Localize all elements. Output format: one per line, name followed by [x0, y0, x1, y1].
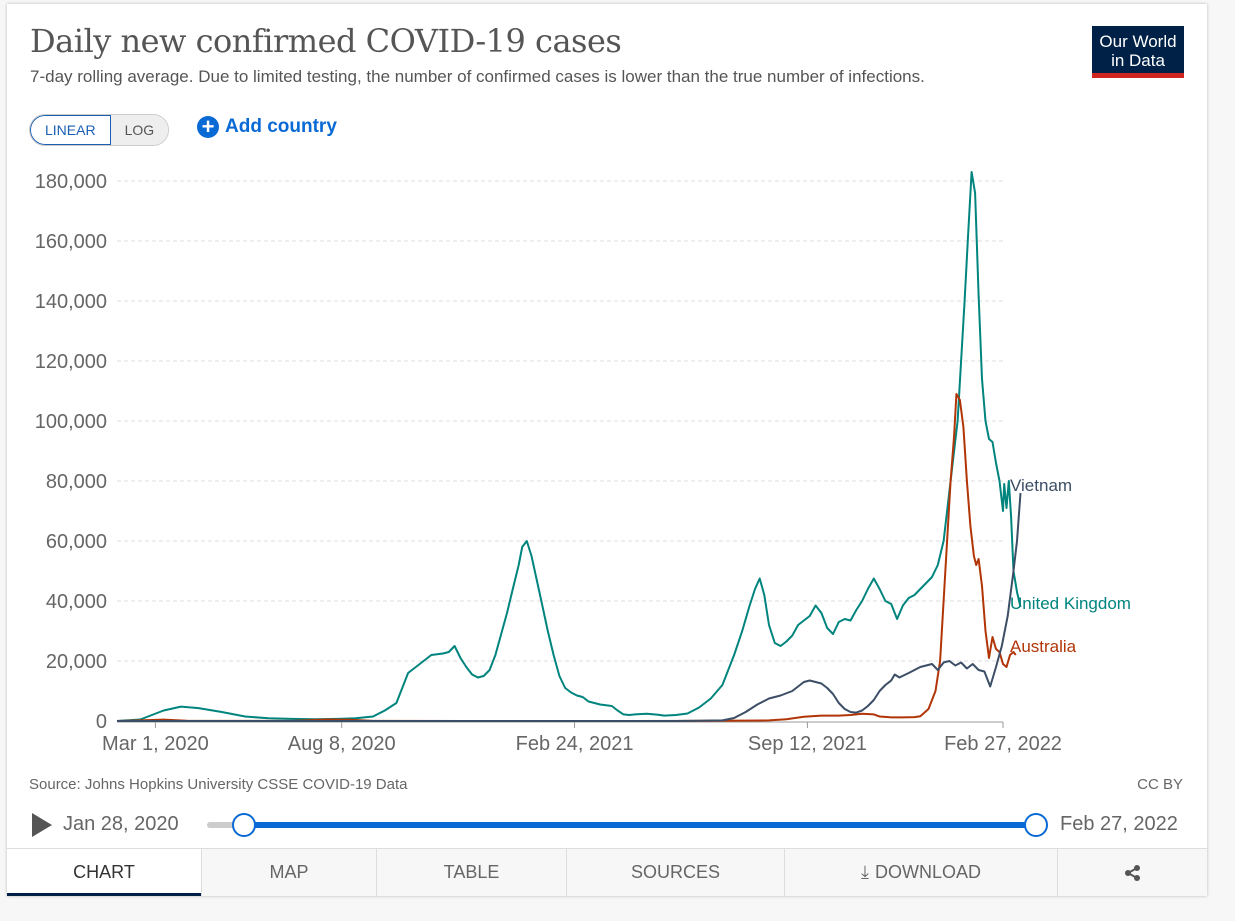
play-icon[interactable]	[32, 813, 52, 837]
tab-map[interactable]: MAP	[201, 849, 376, 896]
share-icon	[1124, 865, 1140, 882]
download-label: DOWNLOAD	[874, 862, 981, 882]
x-tick-label: Feb 24, 2021	[516, 733, 634, 755]
source-note[interactable]: Source: Johns Hopkins University CSSE CO…	[29, 776, 408, 793]
tab-table[interactable]: TABLE	[376, 849, 566, 896]
x-tick-label: Aug 8, 2020	[288, 733, 396, 755]
x-tick-label: Mar 1, 2020	[102, 733, 209, 755]
x-tick-label: Feb 27, 2022	[944, 733, 1062, 755]
timeline-range	[243, 822, 1036, 828]
license-link[interactable]: CC BY	[1137, 776, 1183, 793]
grid-lines	[117, 180, 1003, 662]
series-line-united-kingdom	[116, 171, 1022, 722]
x-tick-label: Sep 12, 2021	[748, 733, 867, 755]
y-tick-label: 140,000	[35, 291, 107, 313]
y-tick-label: 160,000	[35, 231, 107, 253]
download-icon: ⤓	[861, 862, 869, 882]
tab-share[interactable]	[1057, 849, 1207, 896]
logo-line-1: Our World	[1099, 32, 1177, 51]
plus-circle-icon: +	[197, 116, 219, 138]
tab-sources[interactable]: SOURCES	[566, 849, 784, 896]
y-tick-label: 40,000	[46, 591, 107, 613]
x-axis: Mar 1, 2020 Aug 8, 2020 Feb 24, 2021 Sep 12…	[102, 721, 1062, 755]
tab-bar: CHART MAP TABLE SOURCES ⤓ DOWNLOAD	[7, 848, 1207, 897]
series-label-united-kingdom: United Kingdom	[1010, 594, 1131, 613]
y-tick-label: 20,000	[46, 651, 107, 673]
timeline-start-handle[interactable]	[232, 813, 256, 837]
timeline: Jan 28, 2020 Feb 27, 2022	[7, 804, 1207, 844]
y-tick-label: 100,000	[35, 411, 107, 433]
chart-card: Daily new confirmed COVID-19 cases 7-day…	[7, 4, 1207, 896]
chart-title: Daily new confirmed COVID-19 cases	[30, 22, 622, 60]
tab-download[interactable]: ⤓ DOWNLOAD	[784, 849, 1057, 896]
timeline-end-label: Feb 27, 2022	[1060, 813, 1178, 835]
add-country-button[interactable]: + Add country	[197, 114, 337, 140]
linear-scale-button[interactable]: LINEAR	[30, 115, 111, 145]
log-scale-button[interactable]: LOG	[110, 115, 169, 145]
timeline-end-handle[interactable]	[1024, 813, 1048, 837]
tab-chart[interactable]: CHART	[7, 849, 201, 896]
series-labels: United Kingdom Australia Vietnam	[1010, 476, 1131, 656]
timeline-start-label: Jan 28, 2020	[63, 813, 179, 835]
y-tick-label: 80,000	[46, 471, 107, 493]
series-label-vietnam: Vietnam	[1010, 476, 1072, 495]
chart-subtitle: 7-day rolling average. Due to limited te…	[30, 67, 925, 86]
scale-toggle: LINEAR LOG	[29, 114, 170, 146]
owid-logo[interactable]: Our World in Data	[1092, 26, 1184, 78]
y-tick-label: 180,000	[35, 171, 107, 193]
y-axis-ticks: 0 20,000 40,000 60,000 80,000 100,000 120,000 1…	[35, 171, 107, 733]
series-line-vietnam	[117, 492, 1022, 722]
line-chart: 0 20,000 40,000 60,000 80,000 100,000 120,000 1…	[35, 171, 1131, 755]
series-line-australia	[116, 393, 1017, 722]
add-country-label: Add country	[225, 116, 337, 137]
y-tick-label: 60,000	[46, 531, 107, 553]
y-tick-label: 0	[96, 711, 107, 733]
series-lines	[116, 171, 1022, 722]
y-tick-label: 120,000	[35, 351, 107, 373]
series-label-australia: Australia	[1010, 637, 1077, 656]
logo-line-2: in Data	[1111, 51, 1165, 70]
